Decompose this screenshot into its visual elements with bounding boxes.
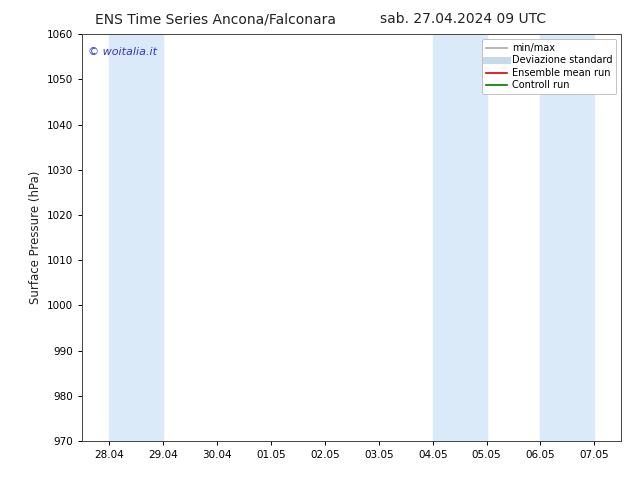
Text: ENS Time Series Ancona/Falconara: ENS Time Series Ancona/Falconara: [95, 12, 336, 26]
Text: © woitalia.it: © woitalia.it: [87, 47, 157, 56]
Text: sab. 27.04.2024 09 UTC: sab. 27.04.2024 09 UTC: [380, 12, 546, 26]
Bar: [110, 34, 164, 441]
Bar: [540, 34, 595, 441]
Legend: min/max, Deviazione standard, Ensemble mean run, Controll run: min/max, Deviazione standard, Ensemble m…: [482, 39, 616, 94]
Y-axis label: Surface Pressure (hPa): Surface Pressure (hPa): [29, 171, 42, 304]
Bar: [432, 34, 487, 441]
